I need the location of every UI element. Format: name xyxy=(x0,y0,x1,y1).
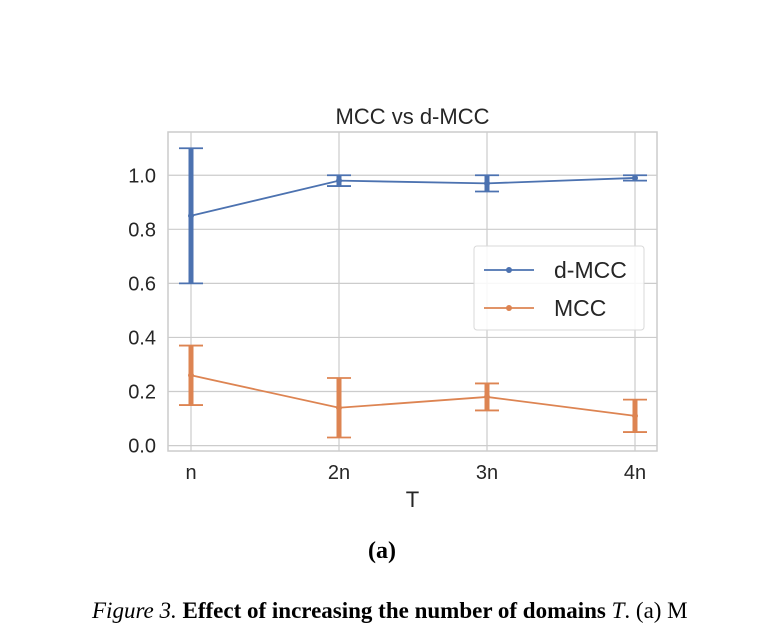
y-tick-label: 0.4 xyxy=(128,327,156,349)
tick-labels: 0.0 0.2 0.4 0.6 0.8 1.0 n 2n 3n 4n xyxy=(128,165,646,484)
y-tick-label: 1.0 xyxy=(128,165,156,187)
series-line xyxy=(190,177,636,217)
legend-box xyxy=(473,245,645,331)
data-point xyxy=(188,372,194,379)
x-tick-label: 4n xyxy=(624,462,646,484)
caption-lead: Figure 3. xyxy=(92,598,177,623)
x-tick-label: 3n xyxy=(476,462,498,484)
series-line xyxy=(190,374,636,417)
data-point xyxy=(484,393,490,400)
data-point xyxy=(188,212,194,219)
series-mcc xyxy=(179,344,647,439)
chart: 0.0 0.2 0.4 0.6 0.8 1.0 n 2n 3n 4n MCC vs d-MCC T… xyxy=(128,104,658,512)
caption-math: T xyxy=(611,598,625,623)
legend: d-MCC MCC xyxy=(473,245,645,331)
series-d-mcc xyxy=(179,147,647,285)
legend-label: MCC xyxy=(554,295,606,321)
legend-marker xyxy=(506,305,512,311)
data-point xyxy=(336,404,342,411)
subfigure-label: (a) xyxy=(368,538,396,564)
plot-frame xyxy=(167,131,658,452)
legend-item-d-mcc: d-MCC xyxy=(484,257,627,283)
figure-caption: Figure 3. Effect of increasing the numbe… xyxy=(92,598,688,624)
x-axis-label: T xyxy=(406,487,419,512)
y-tick-label: 0.0 xyxy=(128,436,156,458)
data-point xyxy=(632,412,638,419)
x-tick-label: 2n xyxy=(328,462,350,484)
series-layer xyxy=(179,147,647,439)
data-point xyxy=(484,180,490,187)
legend-item-mcc: MCC xyxy=(484,295,606,321)
data-point xyxy=(632,174,638,181)
legend-label: d-MCC xyxy=(554,257,627,283)
caption-rest: . (a) M xyxy=(624,598,688,623)
chart-title: MCC vs d-MCC xyxy=(336,104,490,129)
data-point xyxy=(336,177,342,184)
y-tick-label: 0.8 xyxy=(128,219,156,241)
x-tick-label: n xyxy=(185,462,196,484)
caption-title: Effect of increasing the number of domai… xyxy=(182,598,606,623)
legend-marker xyxy=(506,267,512,273)
y-tick-label: 0.2 xyxy=(128,382,156,404)
y-tick-label: 0.6 xyxy=(128,273,156,295)
